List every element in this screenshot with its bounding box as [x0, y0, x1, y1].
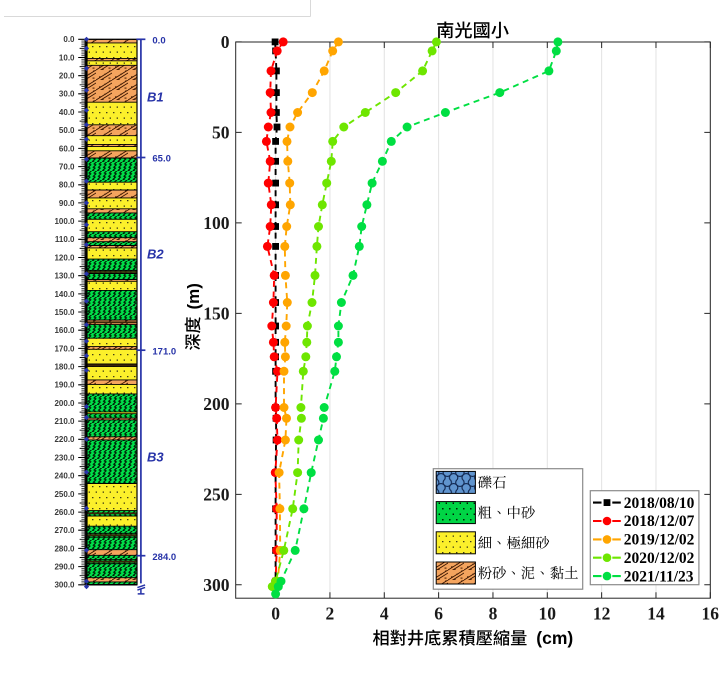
svg-text:4: 4 [380, 603, 389, 623]
svg-text:8: 8 [489, 603, 498, 623]
svg-text:280.0: 280.0 [54, 544, 75, 553]
svg-text:2020/12/02: 2020/12/02 [624, 550, 695, 567]
svg-text:140.0: 140.0 [54, 290, 75, 299]
svg-text:B2: B2 [147, 247, 164, 262]
svg-text:10: 10 [539, 603, 557, 623]
svg-text:180.0: 180.0 [54, 363, 75, 372]
svg-text:240.0: 240.0 [54, 472, 75, 481]
svg-text:110.0: 110.0 [55, 235, 75, 244]
svg-text:270.0: 270.0 [54, 526, 75, 535]
svg-text:B3: B3 [147, 450, 164, 465]
svg-text:70.0: 70.0 [59, 163, 75, 172]
svg-text:220.0: 220.0 [54, 435, 75, 444]
svg-text:290.0: 290.0 [54, 563, 75, 572]
svg-text:50: 50 [212, 123, 230, 143]
svg-text:(m): (m) [184, 283, 203, 309]
svg-text:150: 150 [203, 304, 230, 324]
svg-text:100: 100 [203, 213, 230, 233]
svg-text:2019/12/02: 2019/12/02 [624, 532, 695, 549]
svg-text:250.0: 250.0 [54, 490, 75, 499]
svg-text:300.0: 300.0 [54, 581, 75, 590]
svg-text:14: 14 [647, 603, 665, 623]
svg-text:284.0: 284.0 [152, 552, 176, 563]
svg-text:210.0: 210.0 [54, 417, 75, 426]
svg-text:10.0: 10.0 [59, 53, 75, 62]
svg-text:(cm): (cm) [536, 628, 573, 648]
svg-text:150.0: 150.0 [54, 308, 75, 317]
svg-text:2: 2 [326, 603, 335, 623]
svg-text:60.0: 60.0 [59, 144, 75, 153]
svg-text:171.0: 171.0 [152, 346, 176, 357]
svg-text:190.0: 190.0 [54, 381, 75, 390]
svg-text:170.0: 170.0 [54, 344, 75, 353]
svg-text:100.0: 100.0 [54, 217, 75, 226]
svg-text:300: 300 [203, 575, 230, 595]
svg-text:200: 200 [203, 394, 230, 414]
svg-text:80.0: 80.0 [59, 181, 75, 190]
svg-text:20.0: 20.0 [59, 72, 75, 81]
svg-text:200.0: 200.0 [54, 399, 75, 408]
svg-text:40.0: 40.0 [59, 108, 75, 117]
svg-text:6: 6 [434, 603, 443, 623]
svg-text:0.0: 0.0 [63, 35, 75, 44]
svg-text:250: 250 [203, 485, 230, 505]
svg-text:0.0: 0.0 [152, 36, 165, 47]
svg-text:230.0: 230.0 [54, 453, 75, 462]
svg-text:12: 12 [593, 603, 611, 623]
svg-text:2018/08/10: 2018/08/10 [624, 495, 695, 512]
svg-text:B1: B1 [147, 90, 164, 105]
svg-text:260.0: 260.0 [54, 508, 75, 517]
svg-text:30.0: 30.0 [59, 90, 75, 99]
svg-text:120.0: 120.0 [54, 253, 75, 262]
svg-text:90.0: 90.0 [59, 199, 75, 208]
svg-text:0: 0 [271, 603, 280, 623]
svg-text:160.0: 160.0 [54, 326, 75, 335]
svg-text:65.0: 65.0 [152, 154, 171, 165]
svg-text:2021/11/23: 2021/11/23 [624, 568, 694, 585]
svg-text:2018/12/07: 2018/12/07 [624, 513, 695, 530]
svg-text:16: 16 [702, 603, 720, 623]
svg-text:130.0: 130.0 [54, 272, 75, 281]
svg-text:0: 0 [221, 32, 230, 52]
svg-text:50.0: 50.0 [59, 126, 75, 135]
